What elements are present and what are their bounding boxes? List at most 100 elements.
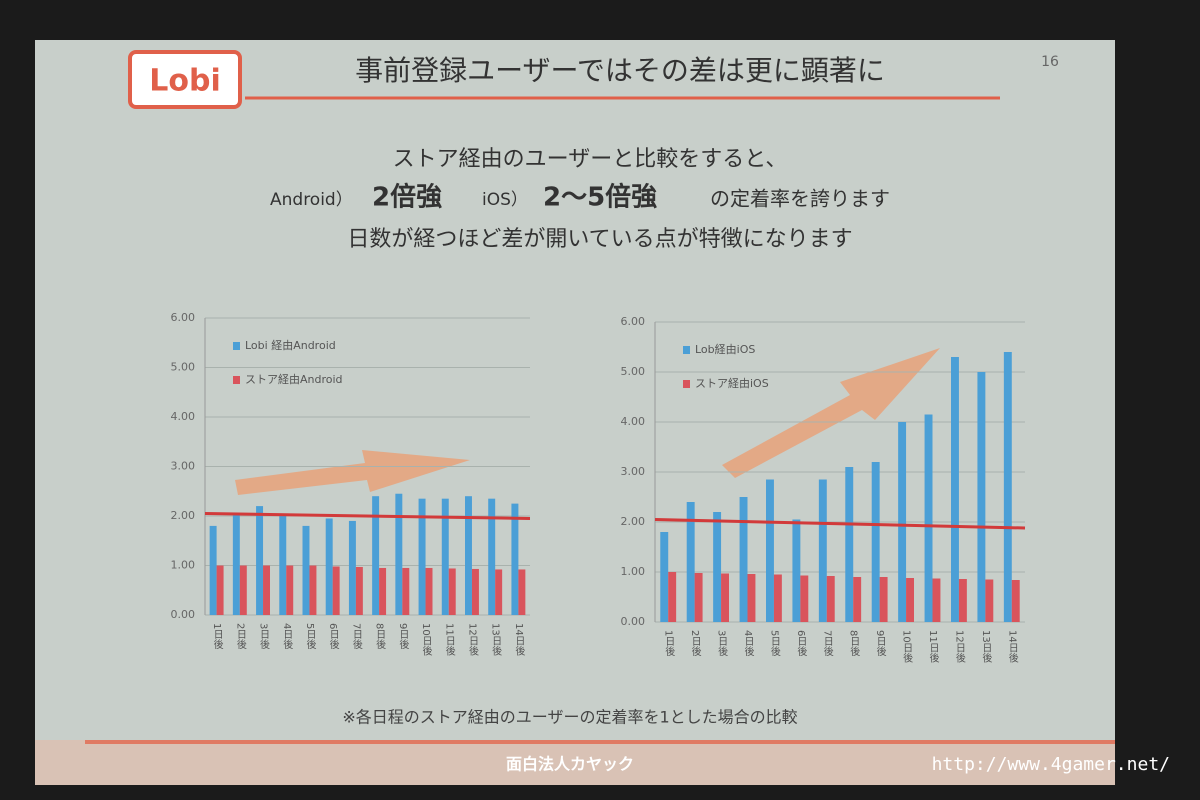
bar [853, 577, 862, 622]
bar [471, 568, 479, 615]
highlight: 2〜5倍強 [543, 182, 657, 213]
bar [518, 569, 526, 615]
bar [879, 577, 888, 622]
x-tick-label: 10日後 [901, 630, 913, 663]
x-tick-label: 8日後 [848, 630, 860, 656]
bar [713, 512, 722, 622]
bar [302, 525, 310, 615]
x-tick-label: 13日後 [980, 630, 992, 663]
x-tick-label: 2日後 [689, 630, 701, 656]
bar [488, 498, 496, 615]
bar [332, 566, 340, 615]
bar [694, 573, 703, 622]
legend-label: Lobi 経由Android [245, 338, 336, 352]
page-number: 16 [1041, 54, 1059, 70]
y-tick-label: 5.00 [621, 365, 646, 378]
x-tick-label: 9日後 [397, 623, 409, 649]
bar [906, 578, 914, 622]
bar [766, 479, 774, 622]
bar [239, 565, 247, 615]
y-tick-label: 4.00 [171, 410, 196, 423]
arrow [722, 348, 940, 478]
bar [871, 462, 880, 622]
legend-swatch [683, 346, 690, 354]
body-line: ストア経由のユーザーと比較をすると、 [393, 147, 788, 172]
x-tick-label: 13日後 [490, 623, 502, 656]
bar [448, 568, 456, 615]
x-tick-label: 14日後 [513, 623, 525, 656]
x-tick-label: 6日後 [327, 623, 339, 649]
bar [379, 567, 387, 615]
bar [279, 513, 287, 615]
x-tick-label: 7日後 [350, 623, 362, 649]
y-tick-label: 0.00 [621, 615, 646, 628]
y-tick-label: 6.00 [171, 311, 196, 324]
bar [686, 502, 695, 622]
bar [355, 566, 363, 615]
x-tick-label: 1日後 [211, 623, 223, 649]
y-tick-label: 1.00 [171, 559, 196, 572]
x-tick-label: 1日後 [663, 630, 675, 656]
legend-label: ストア経由Android [245, 372, 343, 386]
x-tick-label: 5日後 [768, 630, 780, 656]
legend-swatch [233, 342, 240, 350]
y-tick-label: 6.00 [621, 315, 646, 328]
x-tick-label: 10日後 [420, 623, 432, 656]
bar [1003, 352, 1012, 622]
bar [977, 372, 986, 622]
bar [232, 513, 240, 615]
x-tick-label: 14日後 [1006, 630, 1018, 663]
body-text: の定着率を誇ります [710, 187, 890, 211]
bar [792, 519, 801, 622]
legend-label: ストア経由iOS [695, 376, 769, 390]
bar [511, 503, 519, 615]
x-tick-label: 12日後 [953, 630, 965, 663]
bar [372, 496, 380, 615]
bar [800, 575, 809, 622]
y-tick-label: 5.00 [171, 361, 196, 374]
bar [818, 479, 827, 622]
bar [418, 498, 426, 615]
bar [1011, 580, 1020, 622]
body-text: iOS） [482, 190, 528, 210]
x-tick-label: 11日後 [443, 623, 455, 656]
highlight: 2倍強 [372, 182, 442, 213]
bar [348, 520, 356, 615]
y-tick-label: 1.00 [621, 565, 646, 578]
bar [495, 569, 503, 615]
reference-line [654, 518, 1026, 530]
bar [985, 579, 994, 622]
slide-title: 事前登録ユーザーではその差は更に顕著に [355, 54, 885, 87]
logo-box [128, 50, 242, 109]
y-tick-label: 3.00 [171, 460, 196, 473]
x-tick-label: 6日後 [795, 630, 807, 656]
y-tick-label: 2.00 [621, 515, 646, 528]
bar [425, 567, 433, 615]
footer-band [35, 740, 1115, 785]
bar [216, 565, 224, 615]
logo: Lobi [149, 64, 220, 99]
bar [309, 565, 317, 615]
x-tick-label: 3日後 [716, 630, 728, 656]
legend-label: Lob経由iOS [695, 342, 755, 356]
slide [35, 40, 1115, 785]
bar [739, 497, 748, 622]
watermark: http://www.4gamer.net/ [932, 754, 1170, 775]
x-tick-label: 12日後 [466, 623, 478, 656]
bar [958, 579, 967, 622]
bar [441, 498, 449, 615]
reference-line [204, 512, 531, 520]
bar [845, 467, 854, 622]
bar [465, 496, 472, 615]
x-tick-label: 5日後 [304, 623, 316, 649]
x-tick-label: 2日後 [234, 623, 246, 649]
bar [325, 518, 333, 615]
footnote: ※各日程のストア経由のユーザーの定着率を1とした場合の比較 [342, 708, 797, 727]
bar [898, 422, 907, 622]
bar [747, 574, 756, 622]
bar [773, 574, 782, 622]
y-tick-label: 4.00 [621, 415, 646, 428]
bar [660, 532, 669, 622]
bar [932, 578, 941, 622]
